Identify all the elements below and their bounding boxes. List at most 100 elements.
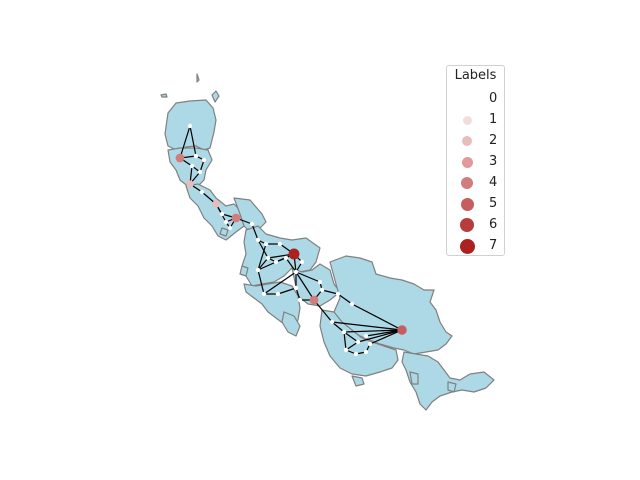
graph-node [212,200,220,208]
graph-edge [257,243,267,271]
graph-node [353,351,359,357]
legend-marker [461,156,473,168]
graph-node [263,241,269,247]
graph-node [255,267,261,273]
legend-marker [461,177,473,189]
graph-node [175,153,185,163]
legend-item: 3 [447,152,504,172]
graph-node [363,349,369,355]
graph-edge [295,271,315,301]
graph-edge [351,303,403,331]
graph-node [309,295,319,305]
graph-nodes [175,123,407,357]
graph-node [293,285,299,291]
graph-edge [343,331,359,343]
graph-edge [277,287,297,295]
graph-node [297,297,303,303]
graph-edge [295,271,321,283]
graph-edge [251,223,259,241]
graph-edge [257,269,265,295]
graph-edge [365,329,403,337]
graph-node [299,259,305,265]
graph-edge [285,257,297,273]
graph-node [255,237,261,243]
legend-item: 0 [447,89,504,109]
graph-edge [263,271,297,295]
legend-label: 1 [489,112,498,127]
graph-node [189,163,195,169]
graph-node [335,291,341,297]
graph-edge [313,299,333,323]
graph-node [265,255,271,261]
graph-edge [357,329,403,343]
island-west-2 [219,227,229,237]
graph-edge [345,341,359,351]
legend-title: Labels [454,68,497,83]
graph-node [293,269,299,275]
legend-label: 6 [489,217,498,232]
legend: Labels 0 1 2 3 4 5 6 7 [446,65,505,256]
graph-node [249,221,255,227]
graph-edge [331,321,345,333]
graph-node [397,325,407,335]
graph-edge [257,239,269,259]
graph-node [343,347,349,353]
graph-node [186,180,194,188]
legend-label: 2 [489,133,498,148]
graph-node [317,279,323,285]
graph-node [275,291,281,297]
graph-node [349,301,355,307]
legend-item: 6 [447,215,504,235]
graph-node [341,329,347,335]
island-central [281,311,301,337]
graph-node [187,123,193,129]
region-segment-3 [185,183,247,241]
island-west-1 [239,265,249,277]
graph-node [223,219,229,225]
graph-edge [179,125,191,159]
legend-label: 5 [489,196,498,211]
graph-node [193,153,199,159]
region-southeast-tail [401,351,495,411]
graph-edge [337,293,353,305]
graph-edge [321,289,339,295]
graph-node [273,259,279,265]
island-south-2 [409,371,419,385]
graph-node [329,319,335,325]
graph-node [277,241,283,247]
legend-label: 7 [489,238,498,253]
graph-node [197,169,203,175]
legend-marker [459,238,475,254]
graph-edge [369,329,403,345]
graph-node [283,255,289,261]
graph-edge [189,125,197,157]
island-north-2 [196,73,200,83]
graph-node [355,339,361,345]
legend-marker [462,136,472,146]
graph-node [199,189,205,195]
legend-label: 0 [489,91,498,106]
graph-node [201,157,207,163]
graph-edge [343,331,347,351]
island-south-3 [447,381,457,393]
legend-marker [460,218,474,232]
graph-node [231,213,241,223]
island-north-1 [211,90,220,103]
legend-item: 5 [447,194,504,214]
legend-label: 4 [489,175,498,190]
graph-node [219,211,225,217]
legend-item: 2 [447,131,504,151]
graph-node [367,341,373,347]
graph-node [363,333,369,339]
legend-item: 4 [447,173,504,193]
island-south-1 [351,375,365,387]
legend-marker [463,95,471,103]
legend-item: 7 [447,236,504,256]
legend-marker [462,115,472,125]
legend-item: 1 [447,110,504,130]
graph-edge [257,257,269,271]
graph-edge [331,321,403,331]
legend-marker [460,197,474,211]
graph-node [288,248,300,260]
